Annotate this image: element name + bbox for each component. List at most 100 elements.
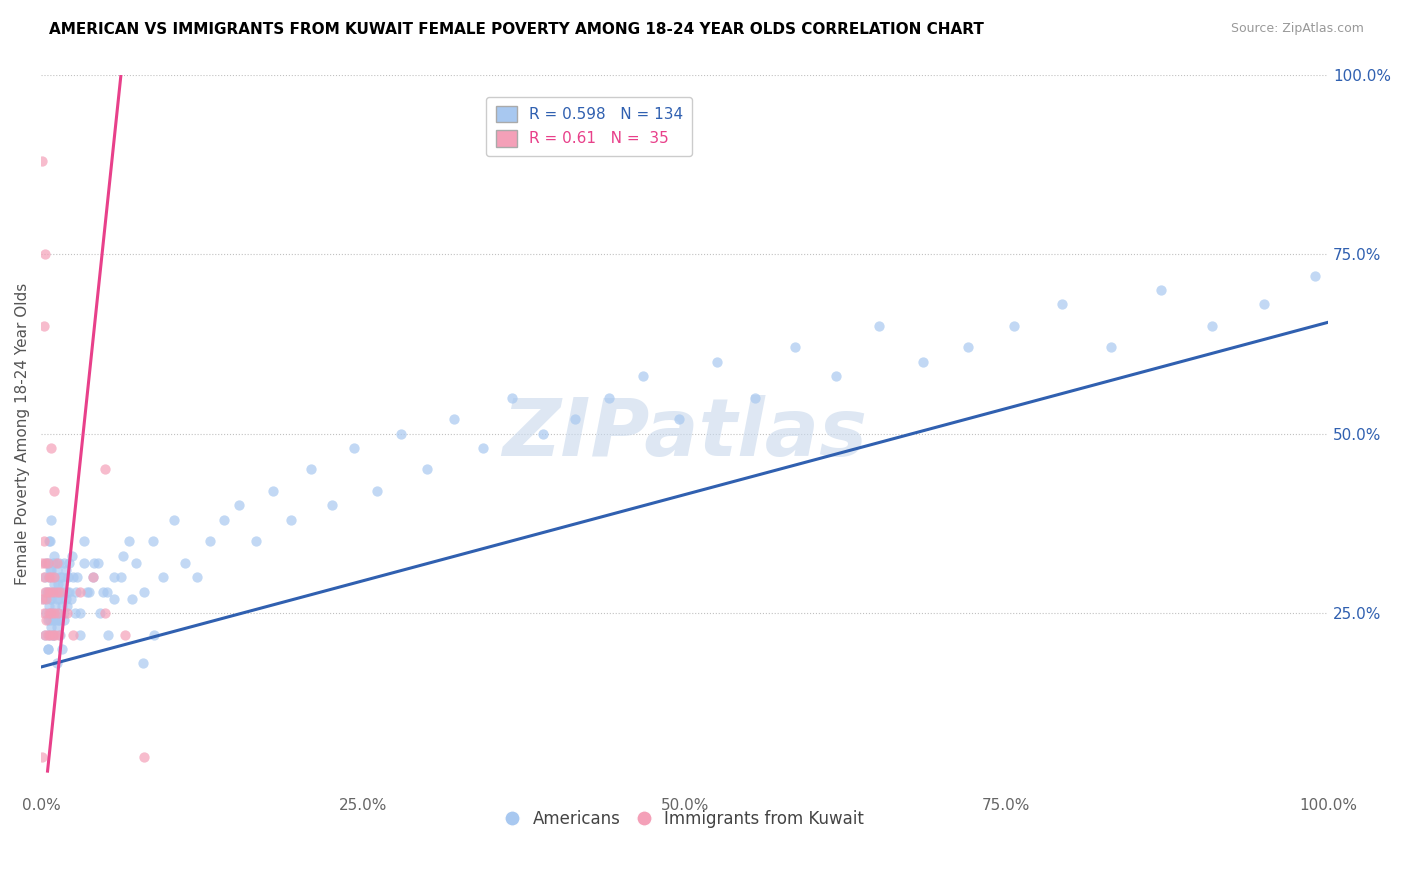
- Point: [37, 584, 59, 599]
- Point: [32, 534, 55, 549]
- Point: [35, 591, 58, 606]
- Point: [51, 570, 73, 584]
- Point: [37, 628, 59, 642]
- Point: [956, 340, 979, 354]
- Point: [34, 628, 56, 642]
- Point: [82, 570, 104, 584]
- Legend: Americans, Immigrants from Kuwait: Americans, Immigrants from Kuwait: [499, 804, 870, 835]
- Point: [443, 412, 465, 426]
- Point: [65, 584, 87, 599]
- Point: [87, 556, 110, 570]
- Point: [41, 606, 63, 620]
- Point: [46, 606, 69, 620]
- Point: [391, 426, 413, 441]
- Point: [48, 556, 70, 570]
- Point: [42, 606, 65, 620]
- Point: [41, 591, 63, 606]
- Point: [45, 556, 67, 570]
- Point: [41, 570, 63, 584]
- Point: [42, 577, 65, 591]
- Point: [501, 391, 523, 405]
- Point: [1099, 340, 1122, 354]
- Point: [132, 584, 155, 599]
- Point: [44, 556, 66, 570]
- Text: ZIPatlas: ZIPatlas: [502, 394, 868, 473]
- Point: [41, 584, 63, 599]
- Point: [58, 584, 80, 599]
- Point: [41, 584, 63, 599]
- Point: [66, 570, 89, 584]
- Point: [163, 513, 186, 527]
- Point: [706, 355, 728, 369]
- Point: [49, 628, 72, 642]
- Point: [39, 613, 62, 627]
- Point: [32, 591, 55, 606]
- Point: [262, 483, 284, 498]
- Point: [41, 620, 63, 634]
- Point: [42, 483, 65, 498]
- Point: [46, 577, 69, 591]
- Point: [32, 606, 55, 620]
- Point: [69, 584, 91, 599]
- Point: [56, 570, 79, 584]
- Point: [59, 591, 82, 606]
- Point: [321, 499, 343, 513]
- Point: [44, 584, 66, 599]
- Point: [825, 369, 848, 384]
- Point: [366, 483, 388, 498]
- Point: [132, 749, 155, 764]
- Point: [744, 391, 766, 405]
- Point: [39, 606, 62, 620]
- Point: [1050, 297, 1073, 311]
- Point: [52, 584, 75, 599]
- Point: [96, 584, 118, 599]
- Point: [35, 584, 58, 599]
- Point: [41, 606, 63, 620]
- Point: [142, 534, 165, 549]
- Point: [110, 570, 132, 584]
- Point: [37, 584, 59, 599]
- Point: [56, 606, 79, 620]
- Point: [1303, 268, 1326, 283]
- Point: [37, 642, 59, 657]
- Point: [41, 628, 63, 642]
- Point: [343, 441, 366, 455]
- Point: [77, 584, 100, 599]
- Point: [103, 570, 125, 584]
- Point: [1002, 318, 1025, 333]
- Point: [97, 628, 120, 642]
- Point: [56, 584, 79, 599]
- Point: [48, 584, 70, 599]
- Point: [32, 318, 55, 333]
- Point: [1150, 283, 1173, 297]
- Point: [103, 591, 125, 606]
- Point: [37, 556, 59, 570]
- Point: [198, 534, 221, 549]
- Point: [39, 628, 62, 642]
- Point: [49, 570, 72, 584]
- Point: [63, 606, 86, 620]
- Point: [32, 570, 55, 584]
- Point: [45, 620, 67, 634]
- Point: [174, 556, 197, 570]
- Point: [83, 556, 105, 570]
- Point: [76, 584, 98, 599]
- Point: [45, 657, 67, 671]
- Point: [38, 570, 60, 584]
- Point: [785, 340, 807, 354]
- Point: [34, 628, 56, 642]
- Point: [45, 584, 67, 599]
- Point: [41, 556, 63, 570]
- Point: [42, 570, 65, 584]
- Point: [62, 628, 84, 642]
- Point: [31, 556, 53, 570]
- Point: [58, 556, 80, 570]
- Point: [38, 534, 60, 549]
- Point: [38, 599, 60, 613]
- Point: [38, 570, 60, 584]
- Point: [41, 563, 63, 577]
- Point: [46, 606, 69, 620]
- Point: [72, 556, 94, 570]
- Point: [245, 534, 267, 549]
- Text: AMERICAN VS IMMIGRANTS FROM KUWAIT FEMALE POVERTY AMONG 18-24 YEAR OLDS CORRELAT: AMERICAN VS IMMIGRANTS FROM KUWAIT FEMAL…: [49, 22, 984, 37]
